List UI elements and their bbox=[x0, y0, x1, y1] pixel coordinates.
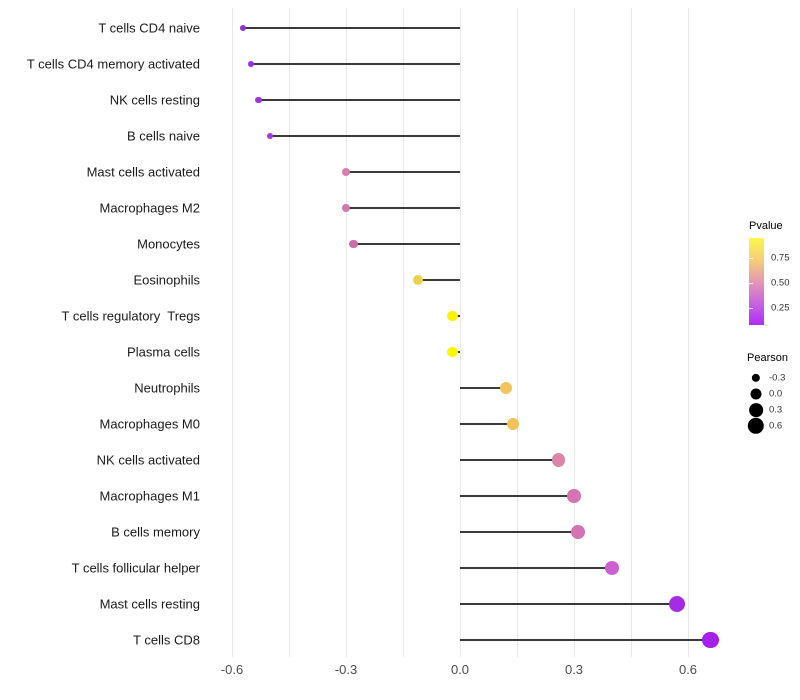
lollipop-dot bbox=[552, 453, 566, 467]
y-axis-label: T cells regulatory Tregs bbox=[61, 308, 200, 324]
gridline bbox=[231, 8, 233, 657]
lollipop-stem bbox=[270, 135, 460, 137]
lollipop-dot bbox=[446, 310, 458, 322]
gridline bbox=[687, 8, 689, 657]
lollipop-dot bbox=[240, 25, 247, 31]
gridline bbox=[345, 8, 347, 657]
y-axis-label: Neutrophils bbox=[134, 380, 200, 396]
lollipop-stem bbox=[460, 603, 677, 605]
lollipop-dot bbox=[507, 417, 520, 431]
gridline bbox=[516, 8, 518, 657]
y-axis-label: Macrophages M1 bbox=[99, 488, 200, 504]
y-axis-label: Mast cells activated bbox=[86, 164, 200, 180]
lollipop-stem bbox=[460, 423, 514, 425]
pearson-legend-rows: -0.3 0.0 0.3 0.6 bbox=[747, 370, 800, 435]
pearson-legend-row: 0.3 bbox=[747, 402, 800, 418]
y-axis-label: Monocytes bbox=[137, 236, 200, 252]
y-axis-label: Plasma cells bbox=[127, 344, 200, 360]
pearson-size-label: -0.3 bbox=[769, 372, 786, 384]
lollipop-dot bbox=[255, 96, 262, 104]
gridline bbox=[573, 8, 575, 657]
lollipop-stem bbox=[353, 243, 460, 245]
lollipop-stem bbox=[460, 531, 578, 533]
pearson-size-dot bbox=[747, 417, 765, 435]
pearson-legend-row: 0.0 bbox=[747, 386, 800, 402]
x-tick-label: 0.3 bbox=[564, 662, 584, 677]
pvalue-tick-label: 0.25 bbox=[771, 302, 790, 314]
y-axis-label: NK cells resting bbox=[109, 92, 200, 108]
lollipop-dot bbox=[349, 239, 358, 249]
lollipop-dot bbox=[570, 525, 585, 539]
y-axis-label: Macrophages M2 bbox=[99, 200, 200, 216]
lollipop-dot bbox=[604, 560, 620, 576]
pearson-size-dot bbox=[749, 403, 763, 417]
lollipop-stem bbox=[460, 459, 559, 461]
lollipop-dot bbox=[266, 132, 274, 140]
lollipop-dot bbox=[446, 346, 458, 358]
lollipop-dot bbox=[247, 60, 255, 68]
pearson-legend-title: Pearson bbox=[747, 352, 788, 364]
x-tick-label: 0.6 bbox=[678, 662, 698, 677]
pvalue-tick-mark bbox=[749, 258, 753, 259]
y-axis-label: Macrophages M0 bbox=[99, 416, 200, 432]
pearson-legend: Pearson -0.3 0.0 0.3 0.6 bbox=[747, 352, 800, 435]
pearson-size-dot bbox=[751, 373, 761, 383]
pvalue-tick-label: 0.75 bbox=[771, 252, 790, 264]
pearson-size-label: 0.3 bbox=[769, 404, 783, 416]
lollipop-stem bbox=[346, 207, 460, 209]
y-axis-label: B cells memory bbox=[111, 524, 200, 540]
lollipop-dot bbox=[668, 595, 685, 613]
y-axis-label: B cells naive bbox=[127, 128, 200, 144]
gridline bbox=[288, 8, 290, 657]
pearson-size-label: 0.0 bbox=[769, 388, 783, 400]
lollipop-stem bbox=[460, 567, 612, 569]
lollipop-stem bbox=[418, 279, 460, 281]
pvalue-tick-label: 0.50 bbox=[771, 277, 790, 289]
y-axis-label: NK cells activated bbox=[96, 452, 200, 468]
pvalue-legend: Pvalue 0.75 0.50 0.25 bbox=[749, 220, 799, 325]
y-axis-label: T cells CD4 memory activated bbox=[26, 56, 200, 72]
lollipop-stem bbox=[346, 171, 460, 173]
gridline bbox=[630, 8, 632, 657]
lollipop-stem bbox=[460, 495, 574, 497]
y-axis-label: Mast cells resting bbox=[99, 596, 200, 612]
y-axis-label: Eosinophils bbox=[133, 272, 201, 288]
pvalue-tick-mark bbox=[749, 308, 753, 309]
x-tick-label: 0.0 bbox=[450, 662, 470, 677]
y-axis-label: T cells follicular helper bbox=[71, 560, 200, 576]
pvalue-colorbar: 0.75 0.50 0.25 bbox=[749, 238, 790, 325]
y-axis-label: T cells CD4 naive bbox=[98, 20, 200, 36]
lollipop-dot bbox=[702, 631, 720, 649]
lollipop-stem bbox=[258, 99, 460, 101]
lollipop-dot bbox=[499, 381, 512, 395]
x-tick-label: -0.6 bbox=[220, 662, 244, 677]
pearson-size-dot bbox=[750, 388, 762, 400]
y-axis-label: T cells CD8 bbox=[133, 632, 200, 648]
gridline bbox=[402, 8, 404, 657]
lollipop-stem bbox=[251, 63, 460, 65]
pvalue-legend-title: Pvalue bbox=[749, 220, 783, 232]
pearson-size-label: 0.6 bbox=[769, 420, 783, 432]
gridline bbox=[459, 8, 461, 657]
pearson-legend-row: 0.6 bbox=[747, 417, 800, 435]
lollipop-stem bbox=[243, 27, 460, 29]
pearson-legend-row: -0.3 bbox=[747, 370, 800, 386]
lollipop-stem bbox=[460, 639, 711, 641]
pvalue-tick-mark bbox=[749, 283, 753, 284]
lollipop-dot bbox=[341, 203, 351, 213]
lollipop-dot bbox=[567, 489, 581, 503]
x-tick-label: -0.3 bbox=[334, 662, 358, 677]
lollipop-dot bbox=[413, 274, 424, 285]
lollipop-dot bbox=[341, 167, 351, 177]
lollipop-stem bbox=[460, 387, 506, 389]
